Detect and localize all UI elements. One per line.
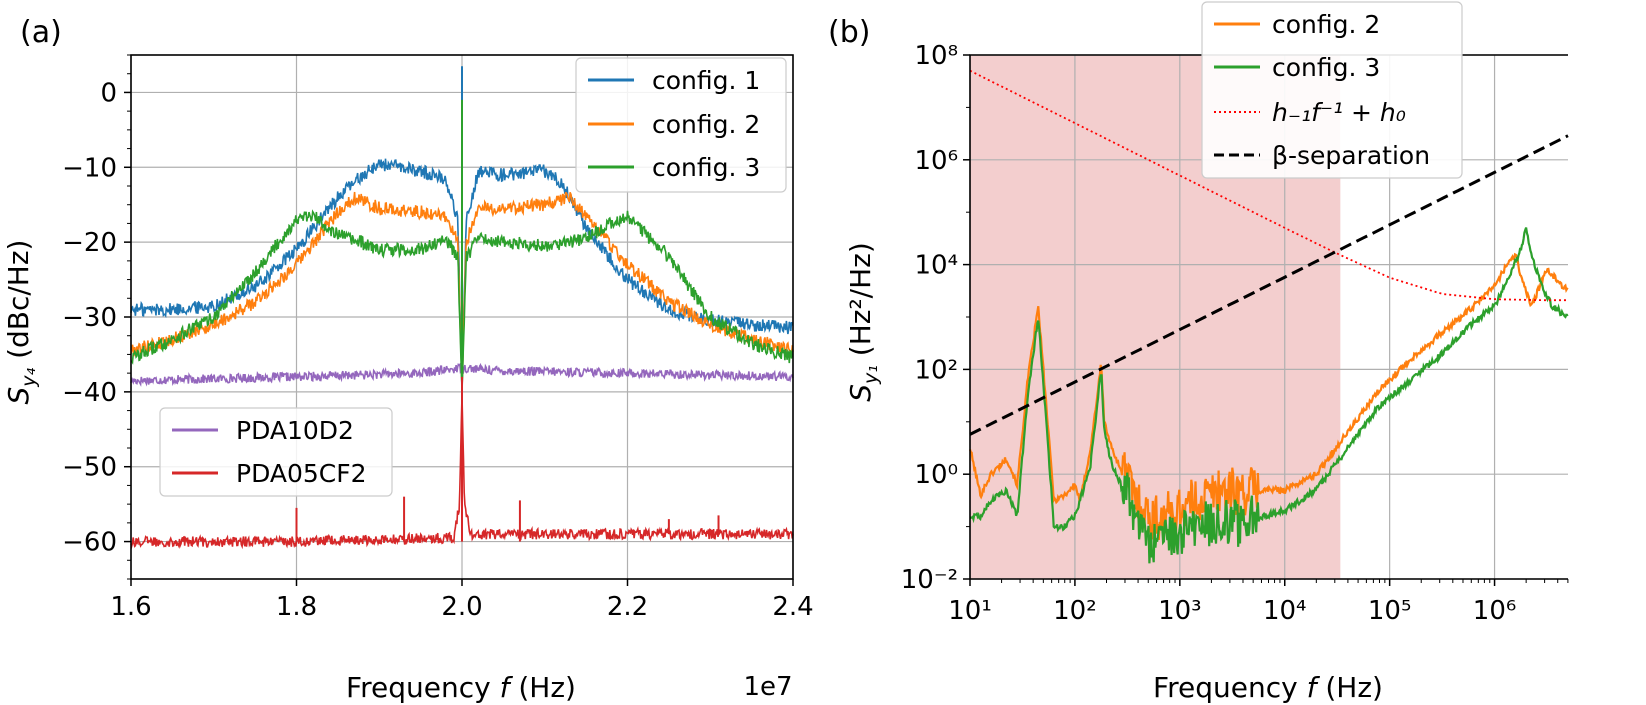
y-tick-label: −40	[62, 378, 117, 408]
x-tick-label: 10¹	[948, 596, 992, 626]
panel-b-y-ticks: 10⁻² 10⁰ 10² 10⁴ 10⁶ 10⁸	[901, 41, 970, 595]
x-tick-label: 2.2	[607, 592, 648, 622]
x-tick-label: 2.4	[772, 592, 813, 622]
x-tick-label: 10⁵	[1368, 596, 1412, 626]
panel-a-x-ticks: 1.6 1.8 2.0 2.2 2.4	[110, 579, 814, 622]
panel-b-x-ticks: 10¹ 10² 10³ 10⁴ 10⁵ 10⁶	[948, 579, 1569, 626]
panel-a: (a) 1.6 1.8 2.0 2.2 2.4 0−10−20−30−40−50−60 …	[2, 15, 814, 704]
series-line-config-2	[968, 252, 1569, 541]
legend-label-pda05cf2: PDA05CF2	[236, 459, 367, 488]
y-tick-label: 10⁸	[914, 41, 958, 71]
legend-box	[575, 57, 787, 193]
series-line-separation	[969, 134, 1569, 436]
x-tick-label: 10²	[1053, 596, 1097, 626]
legend-label-config-3: config. 3	[652, 153, 760, 182]
y-tick-label: 10⁶	[914, 146, 958, 176]
panel-a-legend-lower: PDA10D2 PDA05CF2	[159, 407, 393, 497]
legend-label-config-3: config. 3	[1272, 53, 1380, 82]
y-tick-label: −20	[62, 228, 117, 258]
panel-a-x-axis-title: Frequency f (Hz)	[346, 671, 576, 704]
panel-a-series	[130, 66, 794, 550]
x-tick-label: 1.8	[276, 592, 317, 622]
legend-label-noise-model: h₋₁f⁻¹ + h₀	[1272, 98, 1406, 127]
panel-a-y-ticks: 0 −10 −20 −30 −40 −50 −60	[62, 54, 131, 580]
panel-a-y-axis-title: Sy₄ (dBc/Hz)	[2, 240, 40, 405]
legend-label-config-2: config. 2	[652, 110, 760, 139]
x-tick-label: 10⁶	[1473, 596, 1517, 626]
y-tick-label: −50	[62, 453, 117, 483]
y-tick-label: −30	[62, 303, 117, 333]
y-tick-label: 10²	[914, 355, 958, 385]
legend-label-pda10d2: PDA10D2	[236, 416, 354, 445]
y-tick-label: −10	[62, 153, 117, 183]
y-tick-label: 10⁴	[914, 251, 958, 281]
panel-b-x-axis-title: Frequency f (Hz)	[1153, 671, 1383, 704]
legend-label-beta-separation: β-separation	[1272, 141, 1430, 170]
y-tick-label: 10⁰	[914, 460, 958, 490]
y-tick-label: 10⁻²	[901, 565, 958, 595]
panel-a-offset-text: 1e7	[743, 672, 792, 702]
y-tick-label: −60	[62, 528, 117, 558]
x-tick-label: 10⁴	[1263, 596, 1307, 626]
legend-label-config-2: config. 2	[1272, 10, 1380, 39]
panel-a-frame	[130, 54, 794, 580]
legend-label-config-1: config. 1	[652, 66, 760, 95]
panel-a-legend-upper: config. 1 config. 2 config. 3	[575, 57, 787, 193]
legend-box	[1201, 1, 1463, 179]
panel-b-y-axis-title: Sy₁ (Hz²/Hz)	[844, 242, 882, 402]
panel-b-legend: config. 2 config. 3 h₋₁f⁻¹ + h₀ β-separa…	[1201, 1, 1463, 179]
y-tick-label: 0	[100, 78, 117, 108]
panel-b-label: (b)	[828, 15, 870, 50]
panel-a-label: (a)	[20, 15, 62, 50]
series-line-config-3	[969, 227, 1569, 564]
panel-b-series	[968, 69, 1569, 564]
x-tick-label: 1.6	[110, 592, 151, 622]
series-line-h-f-h	[969, 69, 1568, 302]
panel-b: (b) 10¹ 10² 10³ 10⁴ 10⁵ 10⁶ 10⁻²10⁰10²10⁴10⁶1…	[828, 1, 1569, 704]
x-tick-label: 10³	[1158, 596, 1202, 626]
x-tick-label: 2.0	[441, 592, 482, 622]
